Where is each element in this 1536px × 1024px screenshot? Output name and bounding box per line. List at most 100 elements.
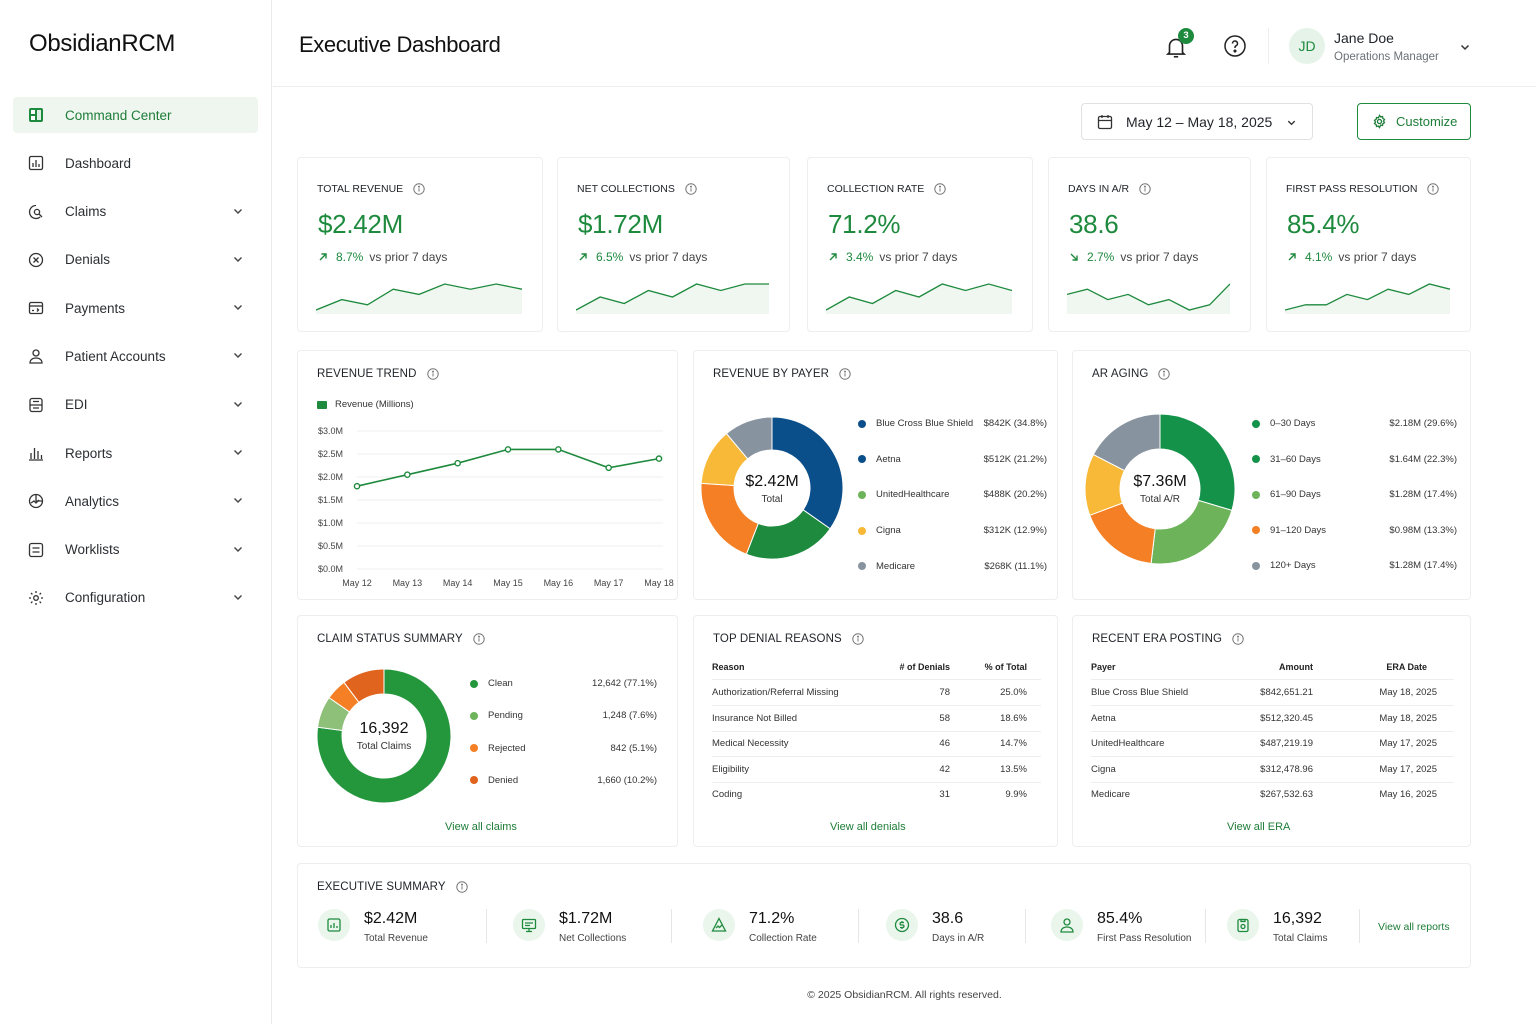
chevron-down-icon[interactable] (232, 301, 244, 313)
legend-item[interactable]: Clean (470, 678, 513, 689)
user-name[interactable]: Jane Doe (1334, 30, 1394, 46)
info-icon[interactable] (473, 633, 485, 645)
donut-slice (343, 668, 385, 704)
info-icon[interactable] (839, 368, 851, 380)
sidebar-item-configuration[interactable]: Configuration (13, 580, 258, 616)
sidebar-item-worklists[interactable]: Worklists (13, 532, 258, 568)
chevron-down-icon[interactable] (232, 446, 244, 458)
sidebar-item-edi[interactable]: EDI (13, 387, 258, 423)
kpi-card-total-revenue[interactable]: TOTAL REVENUE $2.42M 8.7% vs prior 7 days (297, 157, 543, 332)
legend-item[interactable]: 61–90 Days (1252, 489, 1321, 500)
ar-aging-donut (1084, 413, 1236, 565)
chevron-down-icon[interactable] (232, 591, 244, 603)
column-header-payer[interactable]: Payer (1091, 662, 1116, 672)
customize-button[interactable]: Customize (1357, 103, 1471, 140)
help-icon[interactable] (1223, 34, 1247, 58)
legend-item[interactable]: Pending (470, 710, 523, 721)
legend-item[interactable]: Medicare (858, 561, 915, 572)
brand-logo[interactable]: ObsidianRCM (29, 30, 176, 57)
kpi-value: $1.72M (578, 209, 663, 239)
legend-item[interactable]: UnitedHealthcare (858, 489, 949, 500)
y-tick-label: $0.5M (318, 541, 343, 551)
sparkline-line (1067, 283, 1230, 311)
legend-value: 842 (5.1%) (610, 742, 657, 754)
kpi-label: NET COLLECTIONS (577, 183, 675, 195)
legend-item[interactable]: 120+ Days (1252, 560, 1316, 571)
info-icon[interactable] (1139, 183, 1151, 195)
kpi-card-collection-rate[interactable]: COLLECTION RATE 71.2% 3.4% vs prior 7 day… (807, 157, 1033, 332)
legend-value: 1,660 (10.2%) (597, 774, 657, 786)
table-cell: Insurance Not Billed (712, 712, 798, 724)
info-icon[interactable] (852, 633, 864, 645)
column-header-denials[interactable]: # of Denials (899, 662, 950, 672)
info-icon[interactable] (413, 183, 425, 195)
legend-item[interactable]: Aetna (858, 454, 901, 465)
view-all-claims-link[interactable]: View all claims (445, 821, 517, 833)
summary-value: 38.6 (932, 910, 964, 927)
info-icon[interactable] (1158, 368, 1171, 380)
info-icon[interactable] (426, 368, 439, 380)
column-header-era-date[interactable]: ERA Date (1386, 662, 1427, 672)
sidebar-item-claims[interactable]: Claims (13, 194, 258, 230)
view-all-era-link[interactable]: View all ERA (1227, 821, 1291, 833)
legend-item[interactable]: Blue Cross Blue Shield (858, 418, 973, 429)
info-icon[interactable] (455, 881, 468, 893)
sidebar-item-analytics[interactable]: Analytics (13, 483, 258, 519)
info-icon[interactable] (1232, 633, 1244, 645)
info-icon[interactable] (1427, 183, 1440, 195)
column-header-amount[interactable]: Amount (1279, 662, 1313, 672)
chevron-down-icon[interactable] (232, 494, 244, 506)
kpi-value: $2.42M (318, 209, 403, 239)
kpi-value: 71.2% (828, 209, 901, 239)
gear-icon (1372, 114, 1387, 129)
sidebar-item-reports[interactable]: Reports (13, 435, 258, 471)
legend-item[interactable]: 91–120 Days (1252, 525, 1326, 536)
legend-value: $1.28M (17.4%) (1389, 489, 1457, 500)
arrow-up-right-icon (828, 252, 838, 262)
table-row-divider (1091, 756, 1454, 758)
arrow-up-right-icon (578, 252, 588, 262)
sidebar-item-dashboard[interactable]: Dashboard (13, 145, 258, 181)
date-range-picker[interactable]: May 12 – May 18, 2025 (1081, 103, 1313, 140)
summary-divider (1025, 909, 1026, 943)
top-header: Executive Dashboard 3 JD Jane Doe Operat… (273, 0, 1536, 87)
sidebar-item-payments[interactable]: Payments (13, 290, 258, 326)
kpi-card-net-collections[interactable]: NET COLLECTIONS $1.72M 6.5% vs prior 7 da… (557, 157, 790, 332)
view-all-reports-link[interactable]: View all reports (1378, 921, 1450, 933)
kpi-card-first-pass-resolution[interactable]: FIRST PASS RESOLUTION 85.4% 4.1% vs prior… (1266, 157, 1471, 332)
column-header-pct[interactable]: % of Total (984, 662, 1027, 672)
sidebar-item-denials[interactable]: Denials (13, 242, 258, 278)
summary-divider (671, 909, 672, 943)
sparkline (576, 283, 769, 314)
donut-center-value: $2.42M (745, 473, 799, 490)
info-icon[interactable] (685, 183, 697, 195)
sidebar-item-command-center[interactable]: Command Center (13, 97, 258, 133)
column-header-reason[interactable]: Reason (712, 662, 745, 672)
chevron-down-icon[interactable] (232, 349, 244, 361)
kpi-label: FIRST PASS RESOLUTION (1286, 183, 1418, 195)
edi-icon (27, 396, 45, 414)
chevron-down-icon[interactable] (232, 398, 244, 410)
legend-item[interactable]: 0–30 Days (1252, 418, 1315, 429)
view-all-denials-link[interactable]: View all denials (830, 821, 906, 833)
chevron-down-icon[interactable] (1459, 41, 1471, 53)
revenue-by-payer-card: REVENUE BY PAYER $2.42M Total Blue Cross… (693, 350, 1058, 600)
legend-dot (858, 419, 866, 428)
sidebar-item-patient-accounts[interactable]: Patient Accounts (13, 338, 258, 374)
revenue-trend-chart: $3.0M $2.5M $2.0M $1.5M $1.0M $0.5M $0.0M May … (318, 426, 674, 588)
kpi-delta: 4.1% (1305, 250, 1333, 264)
legend-item[interactable]: Cigna (858, 525, 901, 536)
chevron-down-icon[interactable] (232, 205, 244, 217)
avatar[interactable]: JD (1289, 28, 1325, 64)
chevron-down-icon[interactable] (232, 543, 244, 555)
chevron-down-icon[interactable] (232, 253, 244, 265)
table-cell: 42 (939, 763, 950, 775)
legend-item[interactable]: Denied (470, 775, 518, 786)
info-icon[interactable] (934, 183, 946, 195)
legend-item[interactable]: 31–60 Days (1252, 454, 1321, 465)
legend-item[interactable]: Rejected (470, 743, 526, 754)
sparkline-area (1067, 284, 1230, 314)
kpi-card-days-in-ar[interactable]: DAYS IN A/R 38.6 2.7% vs prior 7 days (1048, 157, 1251, 332)
donut-slice (771, 416, 844, 530)
legend-dot (470, 776, 478, 785)
